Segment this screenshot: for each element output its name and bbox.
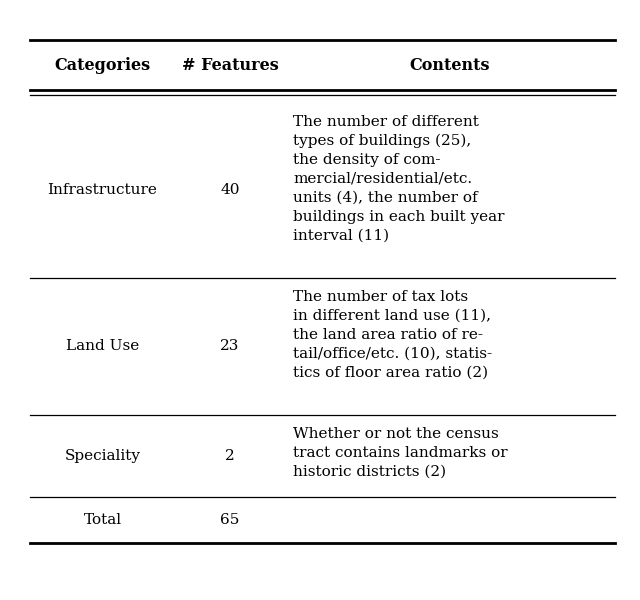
- Text: 23: 23: [220, 340, 240, 353]
- Text: tics of floor area ratio (2): tics of floor area ratio (2): [293, 366, 488, 380]
- Text: 2: 2: [225, 449, 235, 463]
- Text: historic districts (2): historic districts (2): [293, 465, 446, 479]
- Text: Contents: Contents: [410, 56, 490, 73]
- Text: Total: Total: [83, 513, 122, 527]
- Text: the land area ratio of re-: the land area ratio of re-: [293, 328, 483, 342]
- Text: # Features: # Features: [182, 56, 278, 73]
- Text: Infrastructure: Infrastructure: [47, 184, 157, 197]
- Text: Speciality: Speciality: [65, 449, 141, 463]
- Text: types of buildings (25),: types of buildings (25),: [293, 134, 471, 148]
- Text: buildings in each built year: buildings in each built year: [293, 210, 504, 224]
- Text: Whether or not the census: Whether or not the census: [293, 427, 499, 441]
- Text: Land Use: Land Use: [66, 340, 139, 353]
- Text: tail/office/etc. (10), statis-: tail/office/etc. (10), statis-: [293, 347, 492, 361]
- Text: mercial/residential/etc.: mercial/residential/etc.: [293, 172, 472, 186]
- Text: interval (11): interval (11): [293, 229, 389, 243]
- Text: 65: 65: [220, 513, 240, 527]
- Text: 40: 40: [220, 184, 240, 197]
- Text: Categories: Categories: [54, 56, 150, 73]
- Text: The number of different: The number of different: [293, 115, 479, 129]
- Text: in different land use (11),: in different land use (11),: [293, 309, 491, 323]
- Text: the density of com-: the density of com-: [293, 153, 440, 167]
- Text: The number of tax lots: The number of tax lots: [293, 290, 468, 304]
- Text: tract contains landmarks or: tract contains landmarks or: [293, 446, 508, 460]
- Text: units (4), the number of: units (4), the number of: [293, 191, 477, 205]
